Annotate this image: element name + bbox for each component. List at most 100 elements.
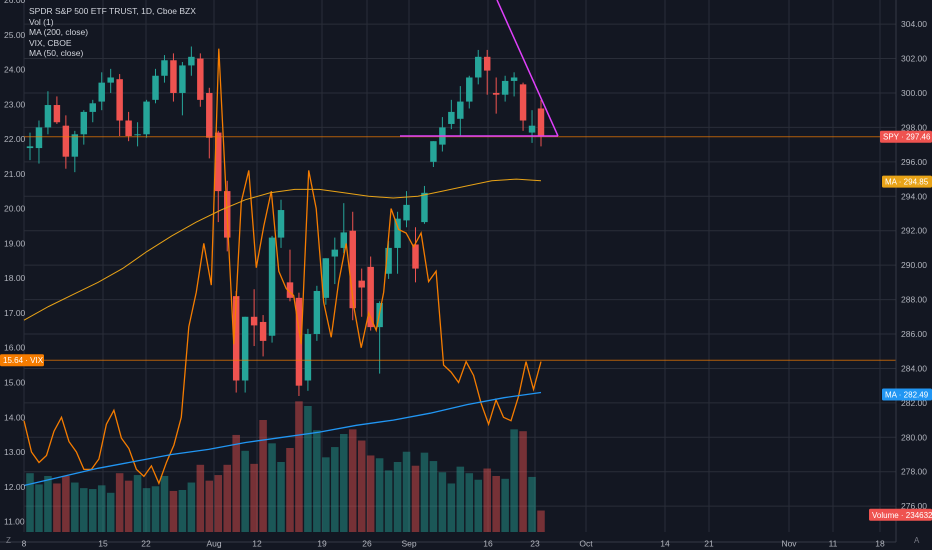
candle-body — [134, 134, 141, 136]
volume-bar — [537, 510, 545, 532]
volume-bar — [124, 480, 133, 532]
candle-body — [152, 75, 159, 100]
volume-bar — [348, 429, 357, 532]
volume-bar — [340, 434, 348, 532]
volume-bar — [35, 484, 43, 532]
zoom-toggle-icon[interactable]: Z — [6, 536, 11, 545]
volume-bar — [384, 470, 393, 532]
x-axis-tick-label: 22 — [141, 539, 151, 549]
x-axis-tick-label: 15 — [98, 539, 108, 549]
spy-candles[interactable] — [26, 46, 545, 396]
volume-bar — [259, 420, 267, 532]
volume-bar — [26, 473, 34, 532]
volume-bar — [277, 462, 285, 532]
left-axis-tick-label: 23.00 — [4, 99, 26, 109]
candle-body — [170, 60, 177, 93]
candle-body — [304, 334, 312, 381]
annotations[interactable] — [24, 0, 896, 361]
volume-bar — [447, 483, 456, 532]
auto-scale-icon[interactable]: A — [914, 536, 920, 545]
volume-bar — [501, 478, 509, 532]
left-axis-tick-label: 20.00 — [4, 204, 26, 214]
volume-bar — [438, 472, 447, 532]
volume-bar — [80, 488, 88, 532]
candle-body — [403, 204, 410, 221]
volume-bar — [366, 455, 375, 532]
candle-body — [71, 134, 79, 157]
legend-vol[interactable]: Vol (1) — [29, 16, 54, 27]
candle-body — [206, 92, 213, 138]
volume-bar — [160, 476, 169, 532]
volume-bar — [357, 440, 366, 532]
resistance-trendline — [496, 0, 559, 137]
x-axis-tick-label: 14 — [660, 539, 670, 549]
candle-body — [62, 125, 70, 157]
volume-bar — [106, 492, 115, 532]
spy-badge-text: SPY · 297.46 — [883, 133, 931, 142]
candle-body — [80, 111, 88, 135]
left-axis-tick-label: 25.00 — [4, 30, 26, 40]
candle-body — [457, 101, 464, 119]
left-axis-tick-label: 13.00 — [4, 447, 26, 457]
volume-bar — [214, 475, 223, 532]
spy-badge-bg — [880, 130, 932, 143]
candle-body — [412, 244, 419, 269]
candle-body — [53, 105, 61, 123]
candle-body — [268, 237, 276, 336]
volume-bar — [241, 450, 249, 532]
legend-ma50[interactable]: MA (50, close) — [29, 48, 84, 58]
candle-body — [340, 232, 347, 248]
candle-body — [483, 56, 491, 71]
volume-bar — [88, 489, 97, 532]
volume-bar — [331, 447, 339, 532]
volume-bar — [205, 480, 214, 532]
volume-bar — [456, 466, 465, 532]
candle-body — [125, 120, 132, 137]
candle-body — [116, 79, 123, 121]
x-axis-tick-label: Oct — [579, 539, 593, 549]
volume-bar — [286, 448, 294, 532]
candle-body — [537, 108, 545, 137]
legend-vix[interactable]: VIX, CBOE — [29, 37, 72, 48]
right-axis-tick-label: 278.00 — [901, 467, 927, 477]
price-badges: SPY · 297.46 MA · 294.85 MA · 282.49 15.64 … — [0, 130, 932, 521]
volume-bar — [232, 434, 240, 532]
ma50-badge-bg — [882, 388, 932, 401]
legend-ma200[interactable]: MA (200, close) — [29, 27, 89, 37]
candle-body — [286, 282, 294, 298]
right-axis-tick-label: 300.00 — [901, 88, 927, 98]
volume-bar — [62, 476, 70, 532]
volume-bar — [178, 490, 187, 532]
candle-body — [466, 77, 473, 102]
candle-body — [44, 105, 52, 128]
candle-body — [215, 132, 222, 192]
left-axis-tick-label: 26.00 — [4, 0, 26, 5]
right-axis-tick-label: 286.00 — [901, 329, 927, 339]
x-axis-tick-label: 11 — [829, 539, 838, 549]
left-axis-tick-label: 14.00 — [4, 412, 26, 422]
right-axis-tick-label: 296.00 — [901, 157, 927, 167]
candle-body — [107, 77, 114, 83]
volume-bar — [483, 468, 491, 532]
chart-legend: SPDR S&P 500 ETF TRUST, 1D, Cboe BZX Vol… — [29, 6, 196, 59]
legend-title[interactable]: SPDR S&P 500 ETF TRUST, 1D, Cboe BZX — [29, 6, 196, 16]
left-axis-tick-label: 24.00 — [4, 65, 26, 75]
volume-bar — [322, 457, 330, 532]
ma200-badge-text: MA · 294.85 — [885, 178, 929, 187]
left-axis-tick-label: 22.00 — [4, 134, 26, 144]
x-axis-tick-label: 23 — [530, 539, 540, 549]
candle-body — [430, 141, 437, 162]
right-axis-tick-label: 304.00 — [901, 19, 927, 29]
x-axis-tick-label: 19 — [317, 539, 327, 549]
candle-body — [197, 58, 204, 100]
candle-body — [295, 297, 303, 386]
candle-body — [448, 111, 455, 124]
candle-body — [322, 258, 330, 298]
volume-bar — [223, 464, 231, 532]
grid — [23, 0, 896, 532]
x-axis-tick-label: Sep — [401, 539, 416, 549]
volume-bar — [187, 482, 196, 532]
volume-bar — [313, 430, 321, 532]
volume-bar — [519, 431, 527, 532]
